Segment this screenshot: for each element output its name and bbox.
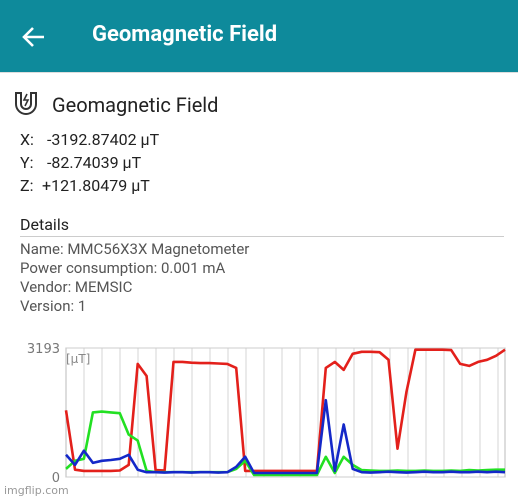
detail-line: Version: 1 (20, 297, 87, 315)
app-title: Geomagnetic Field (92, 22, 278, 47)
y-tick-label: 0 (52, 471, 60, 486)
divider (0, 72, 518, 73)
reading-axis: Y: (20, 153, 34, 172)
divider (20, 236, 504, 237)
watermark: imgflip.com (4, 484, 69, 497)
detail-line: Name: MMC56X3X Magnetometer (20, 240, 250, 258)
chart: [μT] imgflip.com 0 3193 (4, 342, 506, 497)
reading-axis: Z: (20, 176, 34, 195)
vertical-grid (83, 348, 499, 477)
series-line (64, 348, 506, 473)
back-button[interactable] (22, 26, 46, 48)
y-tick-label: 3193 (27, 342, 60, 357)
detail-line: Vendor: MEMSIC (20, 278, 133, 296)
app-bar: Geomagnetic Field (0, 0, 518, 72)
reading-axis: X: (20, 130, 34, 149)
unit-label: [μT] (66, 352, 90, 366)
reading-value: -3192.87402 μT (47, 130, 160, 149)
detail-line: Power consumption: 0.001 mA (20, 259, 226, 277)
details-title: Details (20, 215, 69, 234)
card-title: Geomagnetic Field (52, 93, 219, 117)
magnet-icon (15, 92, 37, 115)
series-line (65, 398, 506, 475)
reading-value: +121.80479 μT (42, 176, 150, 195)
reading-value: -82.74039 μT (47, 153, 142, 172)
